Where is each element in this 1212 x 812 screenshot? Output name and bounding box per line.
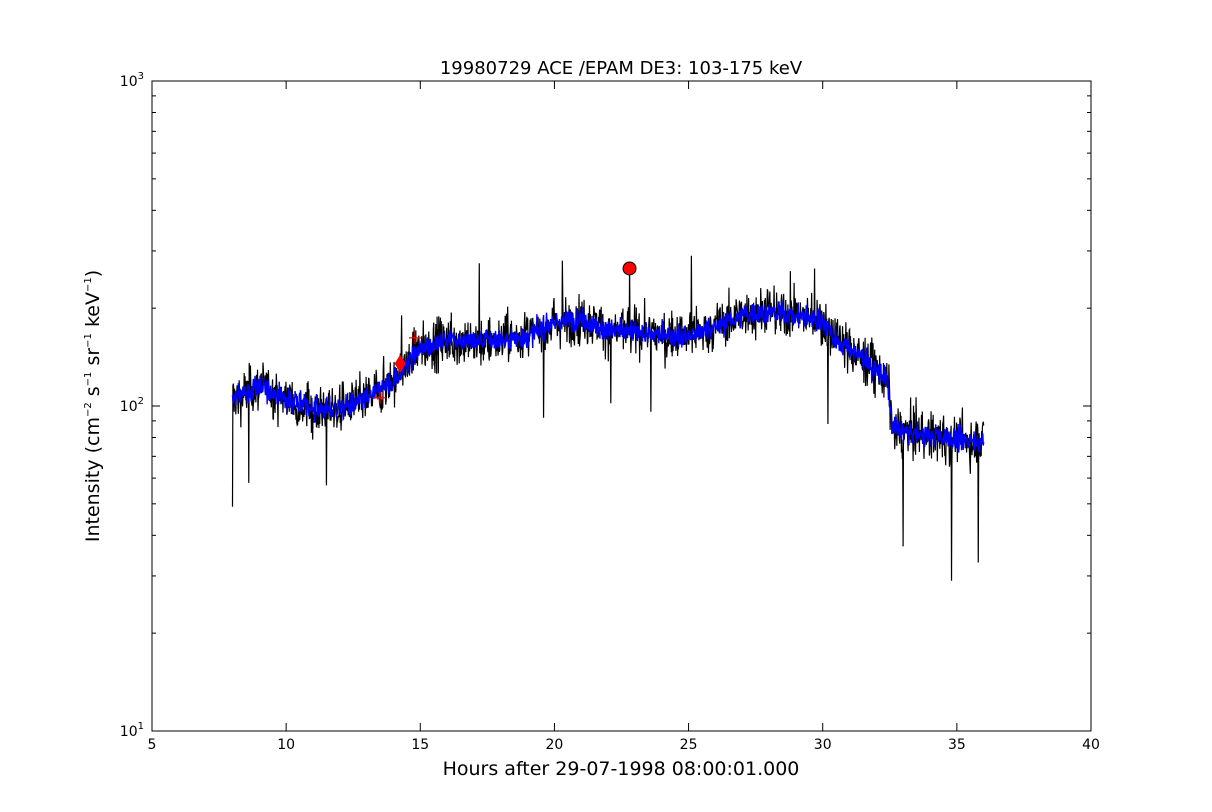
y-tick-label: 101 bbox=[120, 721, 144, 740]
data-layer bbox=[231, 255, 985, 581]
y-axis-label: Intensity (cm−2 s−1 sr−1 keV−1) bbox=[82, 270, 104, 542]
marker-plus bbox=[374, 391, 387, 404]
x-tick-label: 30 bbox=[814, 737, 832, 753]
x-tick-label: 5 bbox=[148, 737, 157, 753]
marker-layer bbox=[374, 261, 637, 404]
marker-diamond bbox=[394, 354, 406, 373]
y-axis: 101 102 103 bbox=[120, 71, 1091, 740]
x-tick-label: 40 bbox=[1082, 737, 1100, 753]
series-smoothed-line bbox=[231, 301, 985, 453]
y-tick-label: 103 bbox=[120, 71, 144, 90]
x-axis: 5 10 15 20 25 30 35 40 bbox=[148, 81, 1100, 753]
x-tick-label: 15 bbox=[411, 737, 429, 753]
chart-title: 19980729 ACE /EPAM DE3: 103-175 keV bbox=[440, 58, 803, 79]
marker-plus bbox=[408, 331, 421, 344]
plot-area bbox=[151, 80, 1092, 732]
x-tick-label: 10 bbox=[277, 737, 295, 753]
x-tick-label: 35 bbox=[948, 737, 966, 753]
marker-circle bbox=[622, 261, 637, 276]
x-tick-label: 20 bbox=[546, 737, 564, 753]
y-tick-label: 102 bbox=[120, 396, 144, 415]
x-axis-label: Hours after 29-07-1998 08:00:01.000 bbox=[443, 758, 800, 780]
x-tick-label: 25 bbox=[680, 737, 698, 753]
